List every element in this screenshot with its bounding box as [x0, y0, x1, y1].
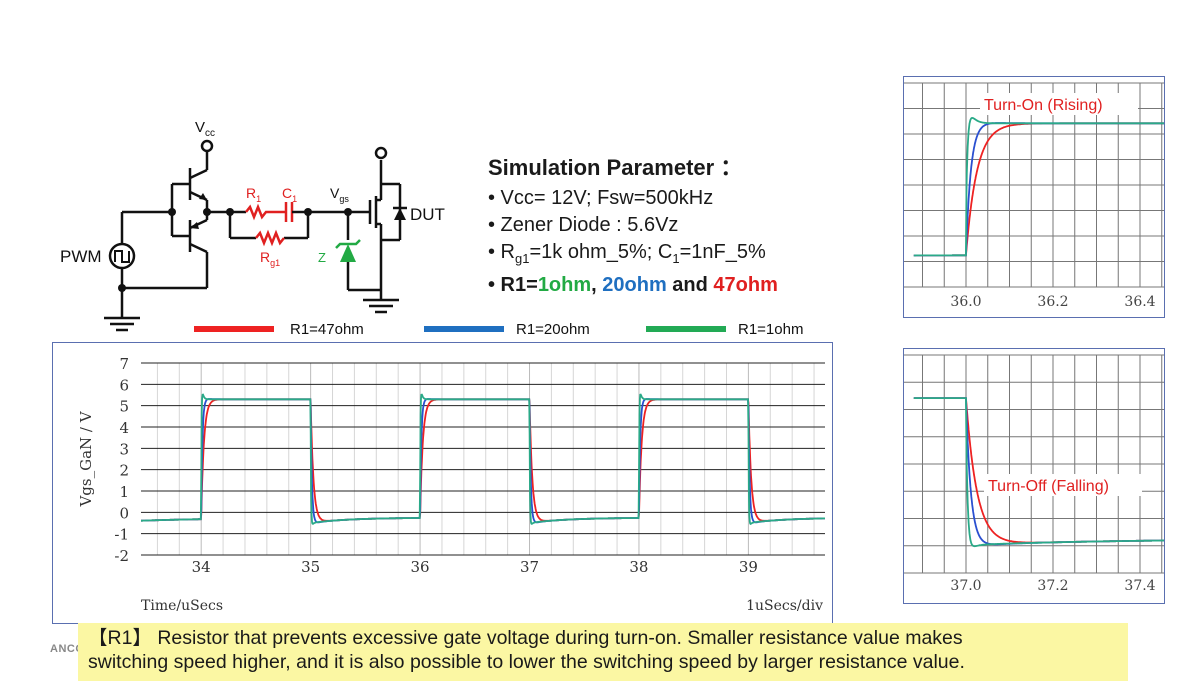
x-tick-label: 35: [301, 558, 320, 576]
note-line-1: 【R1】 Resistor that prevents excessive ga…: [88, 627, 963, 649]
x-tick-label: 37.2: [1037, 578, 1068, 594]
turn-on-zoom-chart: 36.0 36.2 36.4 Turn-On (Rising): [904, 82, 1184, 310]
legend-swatch: [646, 326, 726, 332]
y-tick-label: 5: [119, 398, 129, 416]
c1-label: C1: [282, 185, 297, 204]
dut-label: DUT: [410, 205, 445, 224]
title-background: [984, 474, 1142, 496]
series-line-r1-47ohm: [913, 397, 1184, 544]
parameter-line-vcc: • Vcc= 12V; Fsw=500kHz: [488, 187, 714, 209]
turn-off-zoom-panel: 37.0 37.2 37.4 Turn-Off (Falling): [903, 348, 1184, 604]
parameter-line-rg1: • Rg1=1k ohm_5%; C1=1nF_5%: [488, 241, 766, 266]
zoom-title: Turn-Off (Falling): [988, 478, 1109, 495]
vgs-label: Vgs: [330, 185, 349, 204]
y-tick-label: 0: [119, 504, 129, 522]
y-tick-label: 1: [119, 483, 129, 501]
y-tick-label: 6: [119, 376, 129, 394]
note-line-2: switching speed higher, and it is also p…: [88, 651, 965, 673]
series-line-r1-47ohm: [141, 398, 825, 522]
x-tick-label: 36: [411, 558, 430, 576]
zoom-title: Turn-On (Rising): [984, 97, 1103, 114]
title-background: [980, 93, 1138, 115]
x-tick-label: 37.4: [1124, 578, 1155, 594]
x-tick-label: 36.0: [950, 294, 981, 310]
main-waveform-chart: 7 6 5 4 3 2 1 0 -1 -2 34 35 36 37 38 39 Vgs_GaN / V Time/…: [77, 355, 825, 614]
y-axis-label: Vgs_GaN / V: [77, 410, 95, 507]
parameter-line-r1: • R1=1ohm, 20ohm and 47ohm: [488, 274, 778, 296]
rg1-label: Rg1: [260, 249, 280, 268]
series-line-r1-20ohm: [913, 397, 1184, 546]
y-tick-label: -2: [114, 547, 129, 565]
y-tick-label: 2: [119, 462, 129, 480]
x-tick-label: 36.4: [1124, 294, 1155, 310]
turn-off-zoom-chart: 37.0 37.2 37.4 Turn-Off (Falling): [904, 354, 1184, 594]
x-tick-label: 38: [629, 558, 648, 576]
vcc-label: Vcc: [195, 119, 215, 139]
legend-label: R1=20ohm: [516, 321, 590, 338]
parameters-title: Simulation Parameter ：: [488, 155, 743, 180]
x-tick-label: 36.2: [1037, 294, 1068, 310]
x-tick-label: 37: [520, 558, 539, 576]
y-tick-label: -1: [114, 526, 129, 544]
chart-legend: R1=47ohm R1=20ohm R1=1ohm: [190, 320, 830, 340]
note-text: 【R1】 Resistor that prevents excessive ga…: [88, 626, 965, 674]
simulation-parameters: Simulation Parameter ： • Vcc= 12V; Fsw=5…: [488, 150, 868, 299]
legend-label: R1=47ohm: [290, 321, 364, 338]
x-axis-label: Time/uSecs: [141, 598, 223, 614]
main-waveform-panel: 7 6 5 4 3 2 1 0 -1 -2 34 35 36 37 38 39 Vgs_GaN / V Time/…: [52, 342, 833, 624]
x-tick-label: 34: [192, 558, 211, 576]
parameter-line-zener: • Zener Diode : 5.6Vz: [488, 214, 679, 236]
x-tick-label: 39: [739, 558, 758, 576]
series-line-r1-1ohm: [913, 397, 1184, 548]
turn-on-zoom-panel: 36.0 36.2 36.4 Turn-On (Rising): [903, 76, 1184, 318]
r1-explanation-note: 【R1】 Resistor that prevents excessive ga…: [78, 623, 1128, 681]
x-tick-label: 37.0: [950, 578, 981, 594]
circuit-schematic: Vcc PWM R1 C1 Rg1 Vgs Z DUT: [60, 119, 445, 332]
legend-swatch: [194, 326, 274, 332]
y-tick-label: 3: [119, 440, 129, 458]
y-tick-label: 4: [119, 419, 129, 437]
zener-label: Z: [318, 250, 326, 265]
series-line-r1-1ohm: [141, 393, 825, 525]
legend-label: R1=1ohm: [738, 321, 804, 338]
x-div-label: 1uSecs/div: [746, 598, 823, 614]
pwm-label: PWM: [60, 247, 102, 266]
legend-swatch: [424, 326, 504, 332]
y-tick-label: 7: [119, 355, 129, 373]
series-line-r1-1ohm: [913, 116, 1184, 257]
r1-label: R1: [246, 185, 261, 204]
series-line-r1-20ohm: [141, 398, 825, 524]
